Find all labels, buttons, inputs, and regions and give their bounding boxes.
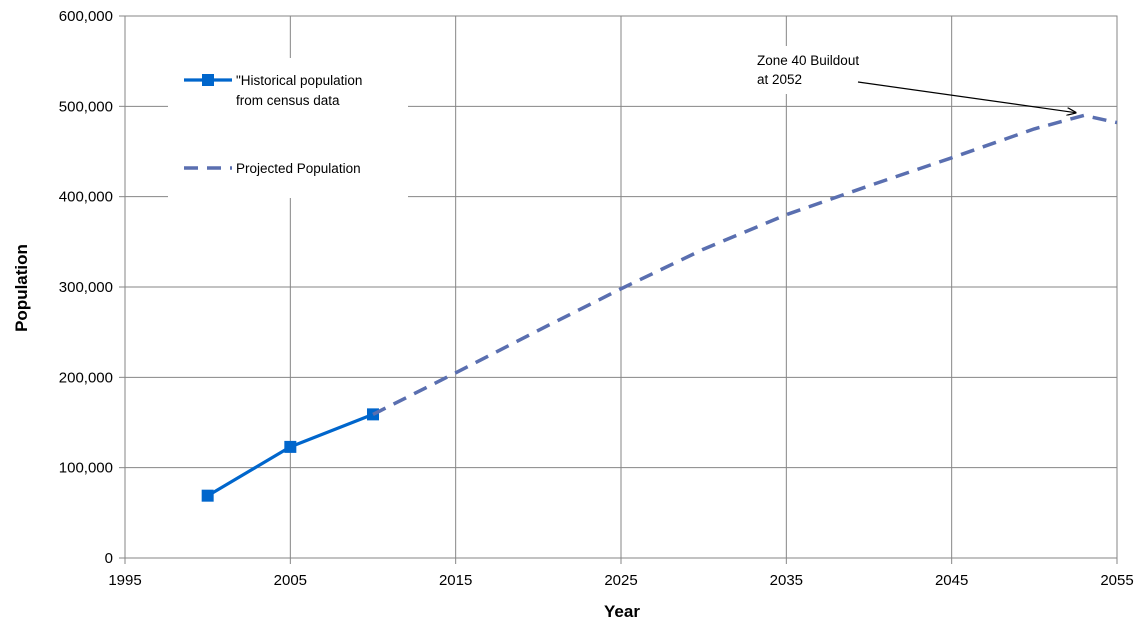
x-tick-label: 2025	[604, 572, 637, 589]
y-tick-label: 200,000	[59, 369, 113, 386]
y-tick-label: 100,000	[59, 460, 113, 477]
historical-data-point	[201, 489, 214, 502]
y-tick-label: 0	[105, 550, 113, 567]
x-tick-label: 1995	[108, 572, 141, 589]
y-tick-label: 600,000	[59, 8, 113, 25]
projected-population-line	[372, 113, 1118, 416]
x-axis-title: Year	[604, 602, 640, 621]
legend: "Historical population from census data Pr…	[168, 58, 408, 198]
x-tick-label: 2005	[274, 572, 307, 589]
legend-swatch-marker	[202, 74, 214, 86]
annotation-label: Zone 40 Buildout	[757, 53, 859, 68]
annotation-arrow	[857, 81, 1076, 113]
y-tick-label: 500,000	[59, 98, 113, 115]
annotation-label: at 2052	[757, 72, 802, 87]
legend-label: "Historical population	[236, 73, 362, 88]
x-tick-label: 2055	[1100, 572, 1133, 589]
x-tick-label: 2015	[439, 572, 472, 589]
axes: 0 100,000 200,000 300,000 400,000 500,000 600,…	[59, 8, 1134, 589]
y-tick-label: 300,000	[59, 279, 113, 296]
legend-label: from census data	[236, 93, 340, 108]
annotation: Zone 40 Buildout at 2052	[752, 46, 1076, 113]
x-tick-label: 2035	[770, 572, 803, 589]
historical-data-point	[284, 440, 297, 453]
series-layer	[201, 113, 1118, 502]
y-tick-label: 400,000	[59, 189, 113, 206]
legend-label: Projected Population	[236, 161, 361, 176]
y-axis-title: Population	[12, 244, 31, 332]
x-tick-label: 2045	[935, 572, 968, 589]
annotation-background	[752, 46, 902, 94]
